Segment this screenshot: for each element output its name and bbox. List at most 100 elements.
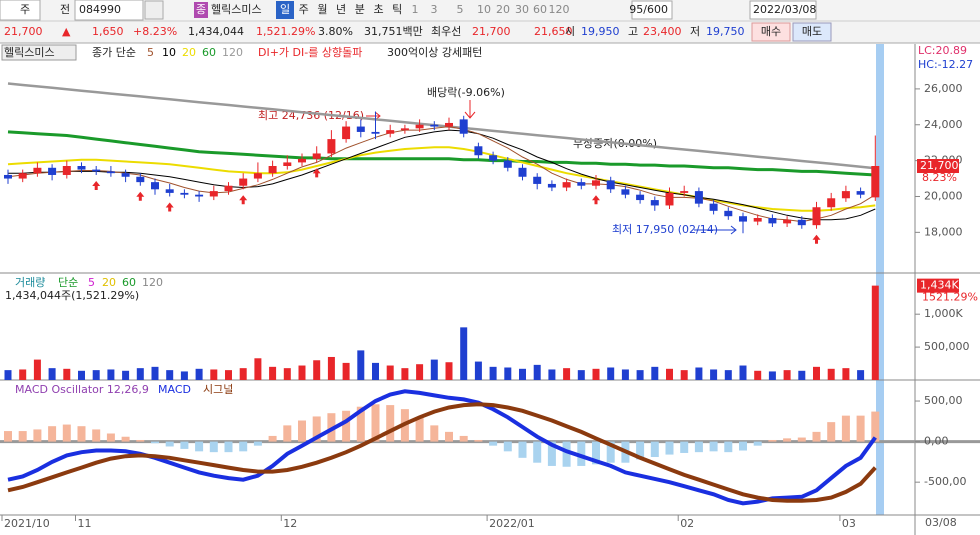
- x-tick-label: 02: [680, 517, 694, 530]
- sell-button[interactable]: [792, 22, 832, 42]
- volume-bar: [107, 369, 115, 380]
- candle-body: [283, 162, 292, 166]
- candle-body: [783, 219, 792, 224]
- candle-body: [195, 194, 204, 197]
- signal-arrow: [136, 191, 145, 201]
- interval-button[interactable]: 5: [457, 3, 464, 16]
- prev: 전: [60, 3, 70, 16]
- open-label: 시: [565, 25, 575, 38]
- buy-button[interactable]: [751, 22, 791, 42]
- legend-period: 60: [122, 276, 136, 289]
- candle-body: [592, 180, 600, 186]
- volume-bar: [180, 371, 188, 380]
- volume-bar: [313, 360, 321, 380]
- candle-body: [665, 192, 674, 206]
- y-tick-label: 500,00: [924, 394, 963, 407]
- volume-bar: [504, 367, 512, 380]
- interval-button[interactable]: 1: [412, 3, 419, 16]
- legend-period: 5: [88, 276, 95, 289]
- period-button[interactable]: 분: [355, 3, 365, 16]
- oscillator-bar: [62, 424, 71, 442]
- line: [7, 130, 876, 177]
- interval-button[interactable]: 20: [496, 3, 510, 16]
- candle-body: [577, 182, 586, 186]
- oscillator-bar: [768, 439, 777, 442]
- candle-body: [312, 153, 321, 159]
- interval-button[interactable]: 60: [533, 3, 547, 16]
- candle-body: [459, 119, 468, 134]
- code-input[interactable]: [74, 0, 144, 21]
- interval-button[interactable]: 10: [477, 3, 491, 16]
- y-tick-label: 20,000: [924, 189, 963, 202]
- oscillator-bar: [812, 431, 821, 442]
- volume-bar: [63, 368, 71, 380]
- search-button[interactable]: [144, 0, 164, 20]
- oscillator-bar: [33, 429, 42, 442]
- volume-bar: [724, 370, 732, 380]
- oscillator-bar: [298, 420, 306, 442]
- oscillator-bar: [680, 441, 689, 453]
- volume-bar: [651, 366, 659, 380]
- period-button[interactable]: 일: [280, 2, 290, 16]
- oscillator-bar: [445, 431, 453, 442]
- candle-body: [489, 155, 498, 161]
- macd-osc-legend: MACD Oscillator 12,26,9: [15, 383, 149, 396]
- oscillator-bar: [518, 441, 527, 458]
- candle-body: [209, 191, 218, 197]
- oscillator-bar: [547, 441, 556, 466]
- volume-bar: [754, 370, 762, 380]
- candle-body: [165, 189, 174, 193]
- volume-bar: [636, 370, 644, 380]
- hc-label: HC:-12.27: [918, 58, 973, 71]
- y-tick-label: 24,000: [924, 118, 963, 131]
- oscillator-bar: [694, 441, 703, 453]
- high: 23,400: [643, 25, 682, 38]
- volume-bar: [92, 370, 100, 380]
- volume-bar: [739, 365, 747, 380]
- signal-arrow: [812, 234, 821, 244]
- volume-bar: [857, 370, 865, 380]
- volume-bar: [283, 368, 291, 380]
- period-button[interactable]: 월: [317, 3, 327, 16]
- volume-bar: [710, 369, 718, 380]
- period-button[interactable]: 주: [299, 3, 309, 16]
- interval-button[interactable]: 30: [515, 3, 529, 16]
- bid: 21,650: [534, 25, 573, 38]
- arrow: ▲: [62, 25, 71, 38]
- date-input[interactable]: [749, 0, 817, 20]
- volume-legend-title: 거래량: [15, 276, 45, 289]
- volume-bar: [768, 371, 776, 380]
- line: [7, 82, 876, 170]
- volume-bar: [474, 361, 482, 380]
- oscillator-bar: [165, 441, 174, 447]
- period-button[interactable]: 년: [336, 3, 346, 16]
- oscillator-bar: [283, 425, 292, 442]
- volume-bar: [78, 370, 85, 380]
- line: [7, 126, 876, 223]
- candle-body: [547, 183, 556, 188]
- volume-bar: [372, 362, 379, 380]
- price: 21,700: [4, 25, 43, 38]
- candle-body: [4, 174, 12, 179]
- signal-arrow: [592, 195, 600, 205]
- period-button[interactable]: 초: [373, 3, 383, 16]
- candle-body: [797, 219, 806, 226]
- oscillator-bar: [18, 431, 27, 442]
- volume-bar: [48, 368, 56, 380]
- legend-period: 120: [142, 276, 163, 289]
- oscillator-bar: [562, 441, 571, 467]
- oscillator-bar: [342, 410, 351, 442]
- period-button[interactable]: 틱: [392, 3, 402, 16]
- oscillator-bar: [827, 422, 836, 442]
- volume-bar: [416, 364, 424, 380]
- count-input[interactable]: [631, 0, 673, 20]
- interval-button[interactable]: 3: [431, 3, 438, 16]
- market-select[interactable]: [0, 0, 41, 21]
- cursor-highlight: [876, 44, 884, 515]
- volume-bar: [666, 368, 673, 380]
- interval-button[interactable]: 120: [549, 3, 570, 16]
- oscillator-bar: [856, 415, 865, 442]
- oscillator-bar: [430, 425, 439, 442]
- oscillator-bar: [489, 441, 498, 446]
- volume: 1,434,044: [188, 25, 244, 38]
